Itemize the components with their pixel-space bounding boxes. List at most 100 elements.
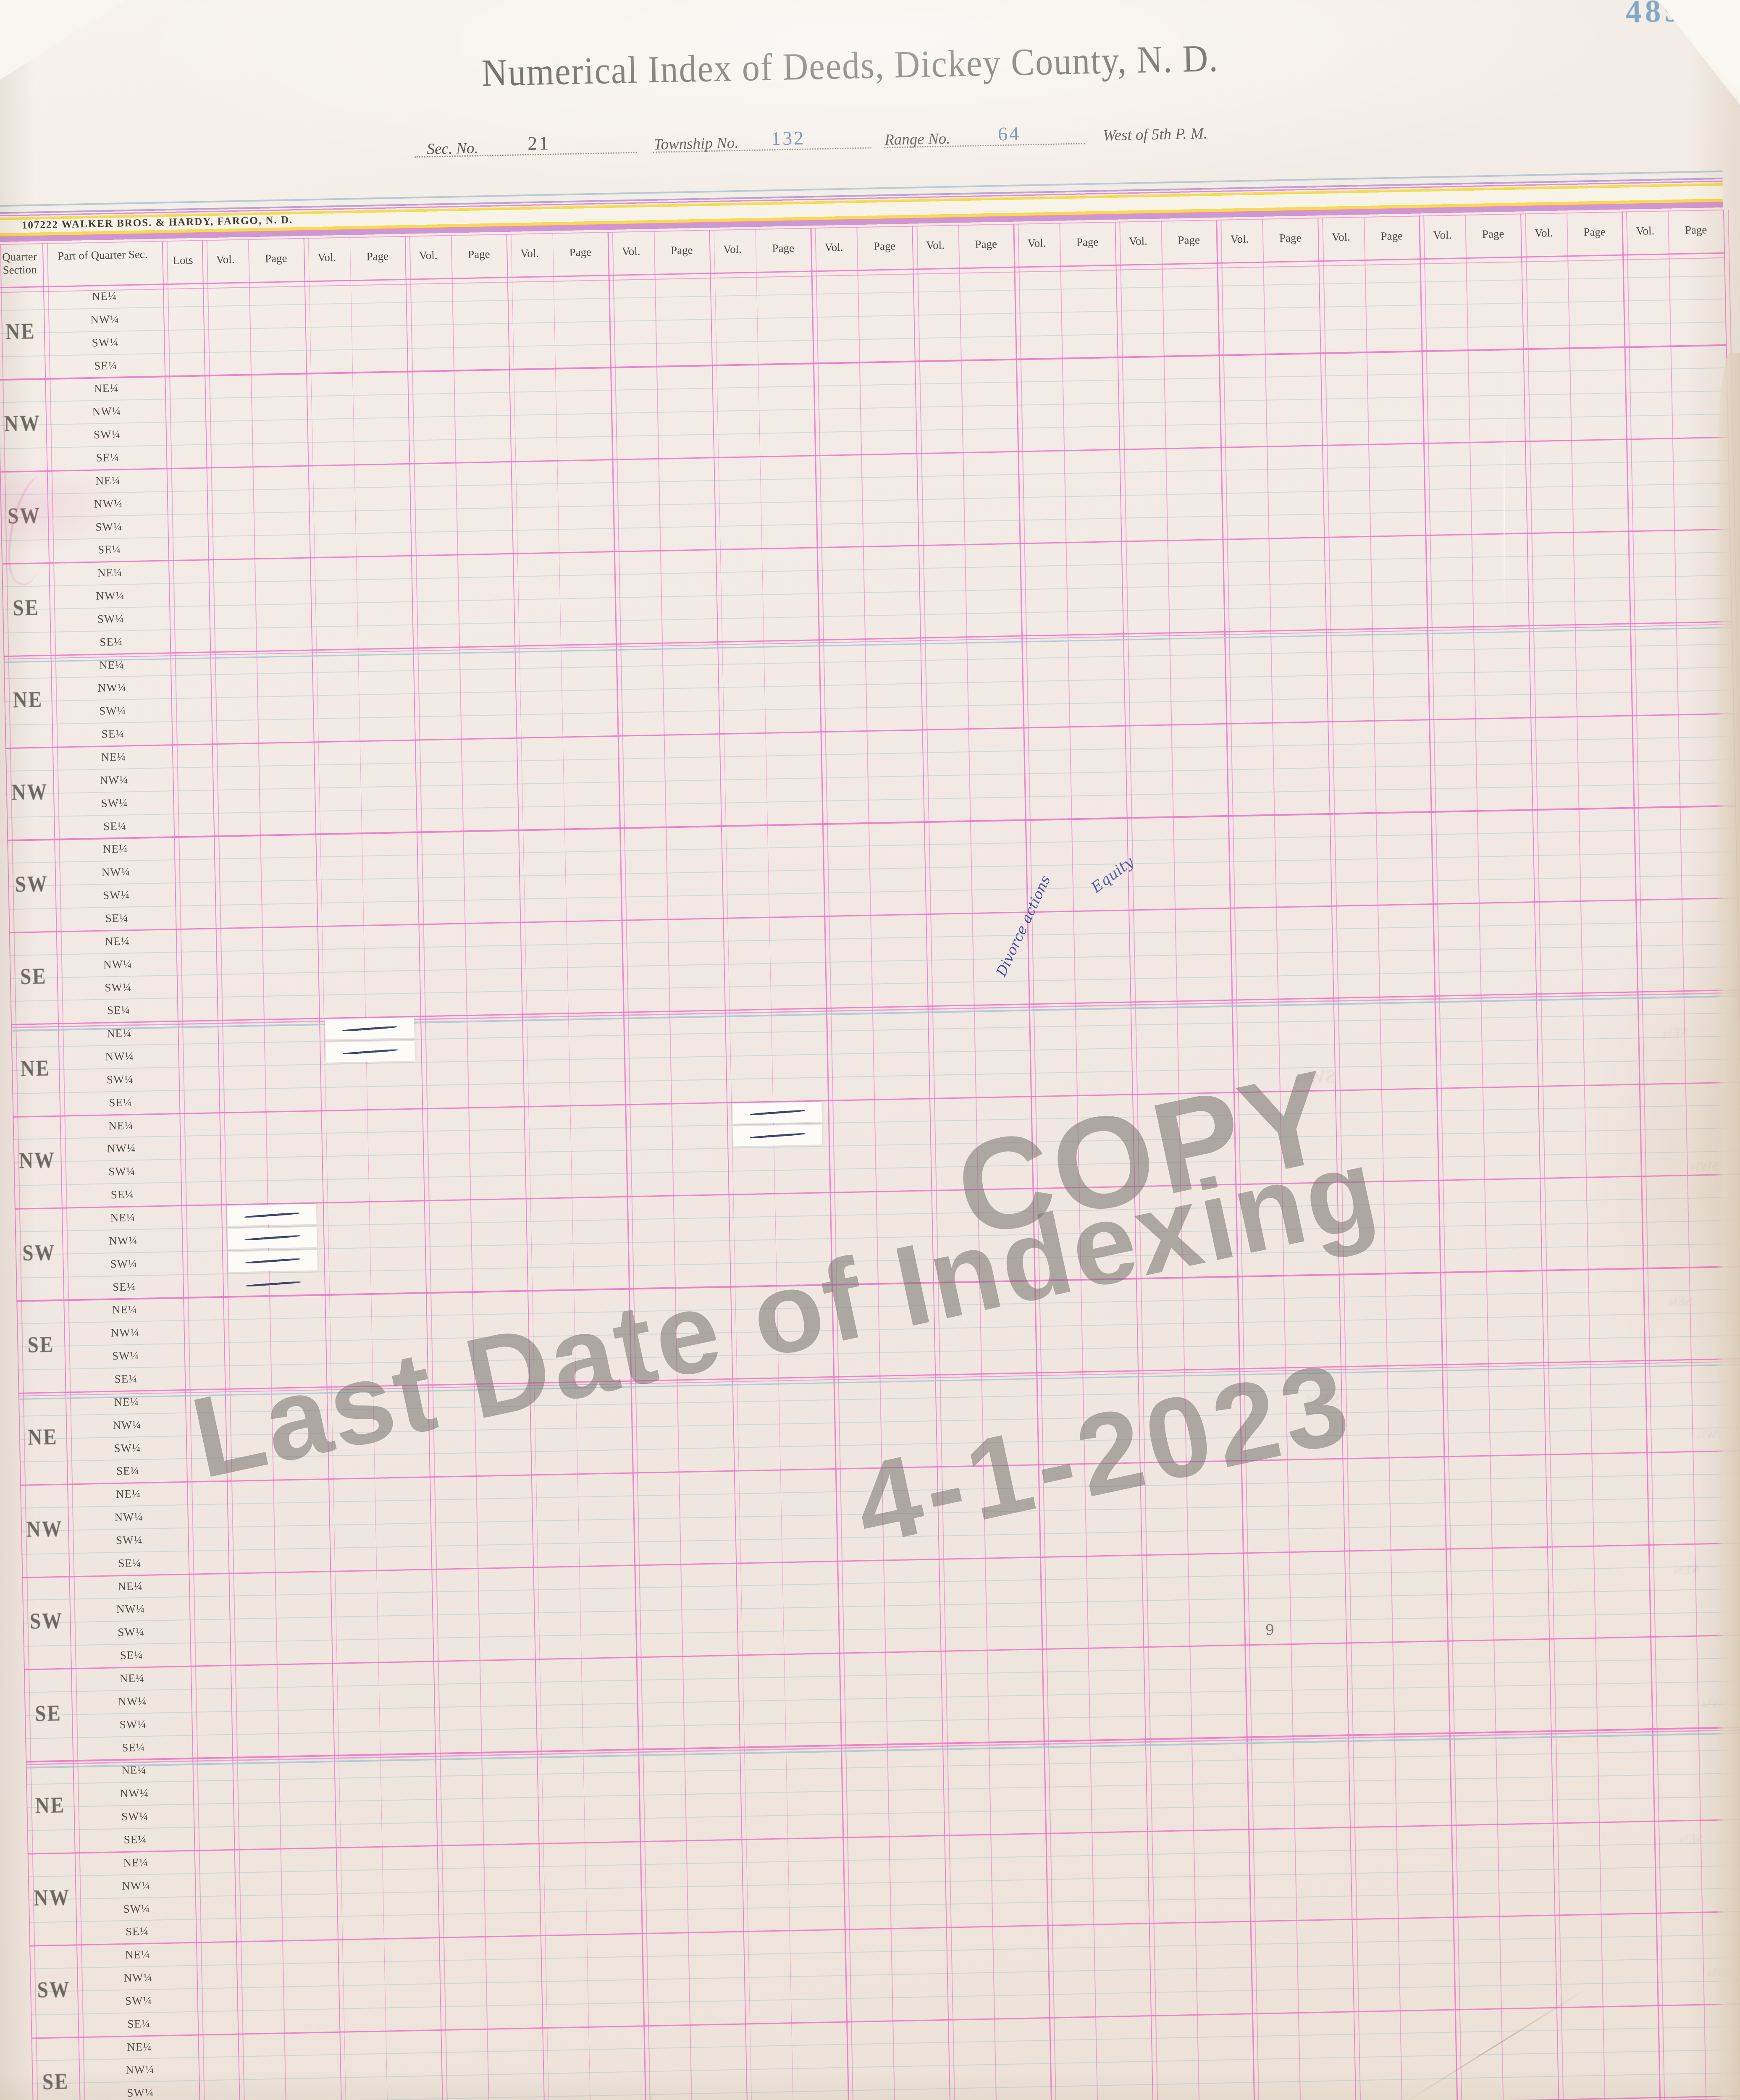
vol-page-cell <box>1021 335 1114 358</box>
vol-page-cell <box>412 324 505 347</box>
vol-page-cell <box>528 1013 620 1037</box>
vol-page-cell <box>628 965 721 988</box>
quarter-section-label: SW <box>22 1239 56 1266</box>
vol-page-cell <box>219 811 312 835</box>
vol-page-cell <box>328 1201 421 1225</box>
vol-page-cell <box>925 591 1018 614</box>
vol-page-cell <box>519 574 611 598</box>
vol-page-cell <box>817 270 910 294</box>
vol-page-cell <box>1433 626 1526 649</box>
vol-page-cell <box>1326 351 1419 375</box>
vol-page-cell <box>619 480 711 504</box>
vol-page-cell <box>723 639 816 663</box>
vol-page-cell <box>1635 553 1727 577</box>
vol-page-cell <box>1532 508 1625 531</box>
part-label: NW¼ <box>120 1787 149 1800</box>
quarter-section-label: NE <box>5 318 36 344</box>
vol-page-cell <box>220 835 312 858</box>
vol-page-cell <box>1431 510 1524 534</box>
vol-page-cell <box>1636 621 1729 644</box>
column-header-page: Page <box>1279 231 1302 245</box>
vol-page-cell <box>1636 645 1729 668</box>
vol-page-cell <box>1632 462 1725 485</box>
part-label: NE¼ <box>106 1026 132 1040</box>
vol-page-cell <box>719 432 812 455</box>
vol-page-cell <box>822 523 915 547</box>
vol-page-cell <box>419 647 512 670</box>
vol-page-cell <box>526 943 619 966</box>
part-label: NW¼ <box>121 1879 151 1892</box>
vol-page-cell <box>722 593 815 617</box>
correction-dash <box>245 1281 301 1287</box>
vol-page-cell <box>1533 578 1626 601</box>
vol-page-cell <box>1232 722 1325 746</box>
vol-page-cell <box>1131 771 1224 794</box>
part-label: SW¼ <box>97 612 124 625</box>
vol-page-cell <box>1031 819 1124 843</box>
vol-page-cell <box>1231 653 1323 676</box>
vol-page-cell <box>211 420 304 444</box>
vol-page-cell <box>213 512 306 536</box>
correction-dash <box>245 1258 301 1264</box>
vol-page-cell <box>1133 838 1226 862</box>
vol-page-cell <box>1223 262 1316 286</box>
part-label: SE¼ <box>97 543 121 556</box>
vol-page-cell <box>615 319 708 342</box>
vol-page-cell <box>1132 793 1225 816</box>
paper-crease <box>1504 399 1505 634</box>
vol-page-cell <box>1231 677 1324 700</box>
correction-dash <box>749 1109 805 1116</box>
vol-page-cell <box>1540 877 1632 900</box>
vol-page-cell <box>619 526 712 549</box>
part-label: SE¼ <box>112 1280 136 1293</box>
part-label: SW¼ <box>92 336 119 349</box>
part-label: NW¼ <box>118 1694 147 1708</box>
vol-page-cell <box>919 268 1011 291</box>
vol-page-cell <box>417 577 510 600</box>
grid-line <box>25 1680 1740 1716</box>
vol-page-cell <box>730 986 823 1010</box>
vol-page-cell <box>1123 356 1216 380</box>
vol-page-cell <box>421 762 514 786</box>
vol-page-cell <box>1427 327 1520 350</box>
vol-page-cell <box>1225 375 1318 399</box>
vol-page-cell <box>1028 658 1121 681</box>
part-label: SE¼ <box>114 1372 138 1386</box>
vol-page-cell <box>1438 879 1531 903</box>
part-label: NW¼ <box>105 1050 134 1063</box>
vol-page-cell <box>423 854 516 877</box>
grid-line <box>26 1749 1740 1785</box>
vol-page-cell <box>1230 607 1323 630</box>
vol-page-cell <box>1130 701 1223 724</box>
vol-page-cell <box>1026 564 1119 588</box>
vol-page-cell <box>923 475 1016 498</box>
vol-page-cell <box>1537 763 1630 787</box>
part-label: NE¼ <box>99 658 124 672</box>
whiteout-correction <box>325 1040 415 1063</box>
vol-page-cell <box>310 281 403 304</box>
vol-page-cell <box>428 1107 521 1131</box>
vol-page-cell <box>1230 631 1323 654</box>
vol-page-cell <box>413 370 506 393</box>
vol-page-cell <box>1134 863 1226 886</box>
vol-page-cell <box>1537 739 1630 762</box>
vol-page-cell <box>415 439 507 463</box>
vol-page-cell <box>312 372 405 396</box>
column-header-page: Page <box>873 239 896 253</box>
vol-page-cell <box>1629 276 1722 299</box>
vol-page-cell <box>826 706 919 730</box>
vol-page-cell <box>1233 768 1326 792</box>
part-label: SW¼ <box>121 1809 149 1823</box>
part-label: NW¼ <box>103 957 132 971</box>
vol-page-cell <box>323 948 416 971</box>
vol-page-cell <box>1338 927 1430 951</box>
part-label: NE¼ <box>102 842 128 856</box>
vol-page-cell <box>209 305 302 328</box>
vol-page-cell <box>927 706 1020 730</box>
vol-page-cell <box>527 989 620 1012</box>
part-label: SW¼ <box>112 1349 139 1362</box>
vol-page-cell <box>631 1126 724 1150</box>
vol-page-cell <box>327 1110 420 1133</box>
vol-page-cell <box>1436 741 1528 765</box>
